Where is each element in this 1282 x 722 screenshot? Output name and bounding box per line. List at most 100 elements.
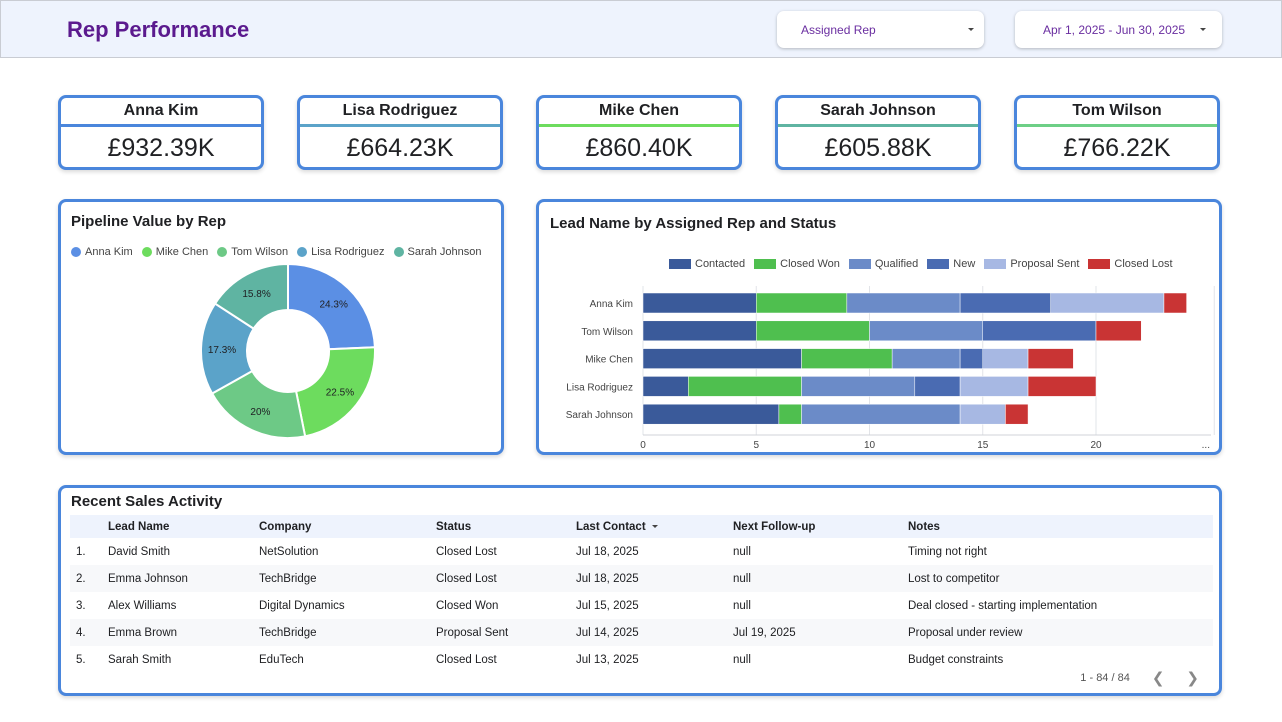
pie-slice-label: 20% [250,407,270,418]
legend-swatch [217,247,228,257]
x-tick-label: 10 [864,440,876,451]
legend-swatch [71,247,81,257]
bar-segment[interactable] [959,376,1029,397]
legend-item[interactable]: Closed Lost [1088,258,1173,270]
scorecard-accent-line [1017,124,1217,127]
column-header-lead-name[interactable]: Lead Name [108,520,170,533]
legend-label: Lisa Rodriguez [311,246,385,258]
y-tick-label: Sarah Johnson [566,410,633,421]
pipeline-legend: Anna Kim Mike Chen Tom Wilson Lisa Rodrigue… [71,246,491,258]
bar-segment[interactable] [642,320,757,342]
legend-item[interactable]: Sarah Johnson [393,246,482,258]
legend-label: Closed Won [780,258,840,270]
lead-status-title: Lead Name by Assigned Rep and Status [550,215,837,232]
pie-slice[interactable] [210,369,307,439]
legend-item[interactable]: Anna Kim [71,246,133,258]
table-row[interactable]: 5. Sarah Smith EduTech Closed Lost Jul 13, 2… [70,646,1213,673]
table-cell: 3. [76,599,86,612]
bar-segment[interactable] [869,320,983,342]
table-cell: Proposal Sent [436,626,509,639]
column-header-last-contact[interactable]: Last Contact [576,521,733,533]
bar-segment[interactable] [914,376,961,397]
date-range-picker[interactable]: Apr 1, 2025 - Jun 30, 2025 [1015,11,1222,48]
bar-segment[interactable] [959,292,1051,314]
bar-segment[interactable] [1163,292,1187,314]
pie-slice-label: 17.3% [208,345,236,356]
bar-segment[interactable] [756,292,848,314]
bar-segment[interactable] [778,403,802,425]
pie-slice[interactable] [294,346,376,438]
x-overflow-label: ... [1202,440,1210,451]
pie-slice-label: 15.8% [242,289,270,300]
bar-segment[interactable] [1095,320,1142,342]
pie-slice[interactable] [287,262,376,351]
chevron-down-icon [1200,28,1206,31]
chevron-right-icon[interactable]: ❯ [1186,670,1199,687]
legend-item[interactable]: New [927,258,975,270]
table-cell: 4. [76,626,86,639]
legend-item[interactable]: Qualified [848,258,919,270]
pie-slice[interactable] [213,262,289,331]
bar-segment[interactable] [959,403,1006,425]
legend-item[interactable]: Closed Won [754,258,840,270]
bar-segment[interactable] [1005,403,1029,425]
bar-segment[interactable] [642,348,802,369]
bar-segment[interactable] [688,376,802,397]
legend-item[interactable]: Tom Wilson [217,246,288,258]
table-row[interactable]: 3. Alex Williams Digital Dynamics Closed Wo… [70,592,1213,619]
legend-label: New [953,258,976,270]
table-row[interactable]: 4. Emma Brown TechBridge Proposal Sent Jul 1… [70,619,1213,646]
column-header-status[interactable]: Status [436,520,472,533]
legend-item[interactable]: Lisa Rodriguez [297,246,385,258]
scorecard-value: £766.22K [1063,134,1171,162]
bar-segment[interactable] [642,376,689,397]
scorecard-value: £860.40K [585,134,693,162]
bar-segment[interactable] [891,348,961,369]
table-row[interactable]: 1. David Smith NetSolution Closed Lost Jul 1… [70,538,1213,565]
assigned-rep-filter-label: Assigned Rep [801,22,876,37]
table-cell: Proposal under review [908,626,1023,639]
scorecard-lisa-rodriguez: Lisa Rodriguez £664.23K [297,95,503,170]
table-row[interactable]: 2. Emma Johnson TechBridge Closed Lost Jul 1… [70,565,1213,592]
table-cell: Closed Lost [436,653,497,666]
table-cell: Sarah Smith [108,653,172,666]
column-header-notes[interactable]: Notes [908,520,940,533]
x-tick-label: 0 [640,440,646,451]
bar-segment[interactable] [801,376,916,397]
bar-segment[interactable] [846,292,961,314]
legend-item[interactable]: Mike Chen [141,246,208,258]
legend-item[interactable]: Proposal Sent [984,258,1079,270]
table-cell: null [733,653,751,666]
table-cell: Timing not right [908,545,987,558]
chevron-left-icon[interactable]: ❮ [1151,670,1165,687]
scorecard-name: Tom Wilson [1072,102,1162,119]
pie-slice-label: 22.5% [326,388,354,399]
date-range-label: Apr 1, 2025 - Jun 30, 2025 [1043,22,1186,37]
legend-item[interactable]: Contacted [669,258,745,270]
assigned-rep-filter[interactable]: Assigned Rep [777,11,984,48]
table-cell: Jul 18, 2025 [576,545,639,558]
bar-segment[interactable] [982,348,1029,369]
table-cell: Jul 18, 2025 [576,572,639,585]
activity-panel: Recent Sales Activity Lead Name Company … [58,485,1222,696]
table-cell: Closed Lost [436,572,497,585]
table-cell: EduTech [259,653,304,666]
column-header-company[interactable]: Company [259,520,312,533]
bar-segment[interactable] [1027,376,1097,397]
y-tick-label: Tom Wilson [581,327,633,338]
legend-swatch [1088,259,1111,269]
bar-segment[interactable] [1027,348,1074,369]
legend-label: Qualified [874,258,919,270]
bar-segment[interactable] [982,320,1097,342]
bar-segment[interactable] [801,348,893,369]
bar-segment[interactable] [959,348,984,369]
bar-segment[interactable] [801,403,961,425]
bar-segment[interactable] [1050,292,1165,314]
activity-table: Lead Name Company Status Last Contact Ne… [70,515,1213,673]
bar-segment[interactable] [756,320,870,342]
legend-swatch [848,259,871,269]
bar-segment[interactable] [642,403,780,425]
bar-segment[interactable] [642,292,757,314]
column-header-next-follow-up[interactable]: Next Follow-up [733,520,816,533]
scorecard-value: £605.88K [824,134,932,162]
